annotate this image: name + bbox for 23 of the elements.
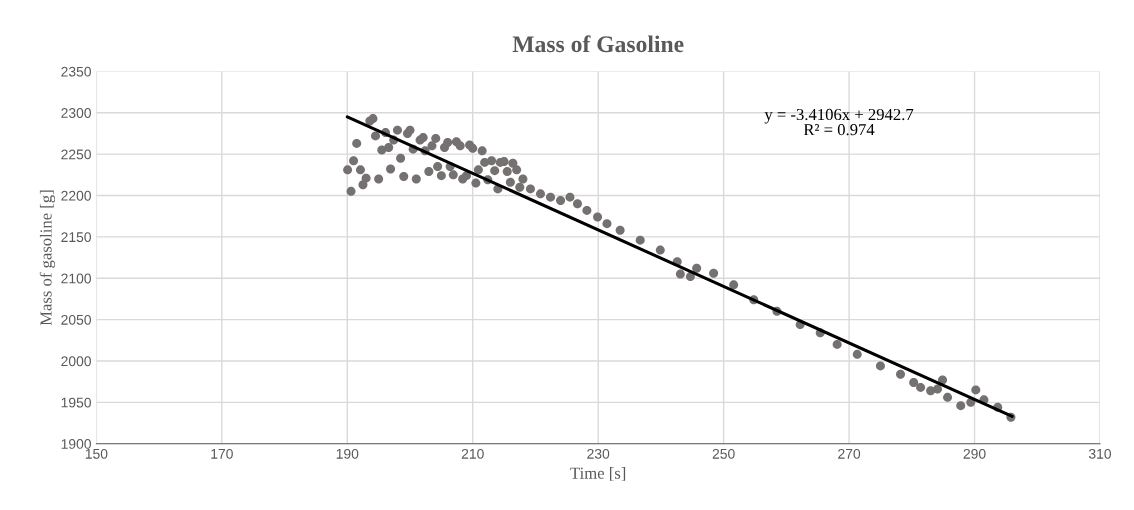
y-tick-label: 2100 (61, 273, 91, 284)
x-tick-label: 210 (461, 448, 484, 459)
x-axis-title: Time [s] (570, 467, 626, 481)
x-tick-label: 250 (712, 448, 735, 459)
y-tick-label: 2050 (61, 314, 91, 325)
x-tick-label: 290 (963, 448, 986, 459)
x-tick-label: 150 (85, 448, 108, 459)
y-tick-label: 2350 (61, 66, 91, 77)
y-axis-title: Mass of gasoline [g] (39, 190, 56, 326)
annotation: y = -3.4106x + 2942.7 R² = 0.974 (764, 108, 914, 136)
y-tick-label: 2300 (61, 108, 91, 118)
x-tick-label: 190 (336, 448, 359, 459)
x-tick-label: 310 (1088, 448, 1112, 459)
x-tick-label: 270 (838, 448, 861, 459)
chart-title: Mass of Gasoline (512, 35, 684, 53)
y-tick-label: 1950 (61, 397, 91, 408)
y-tick-label: 2150 (61, 232, 91, 243)
y-tick-label: 2250 (61, 149, 91, 160)
y-tick-label: 2000 (61, 356, 91, 367)
y-tick-label: 1900 (61, 439, 91, 449)
x-tick-label: 170 (211, 448, 233, 459)
y-tick-label: 2200 (61, 190, 91, 201)
x-tick-label: 230 (587, 448, 610, 459)
